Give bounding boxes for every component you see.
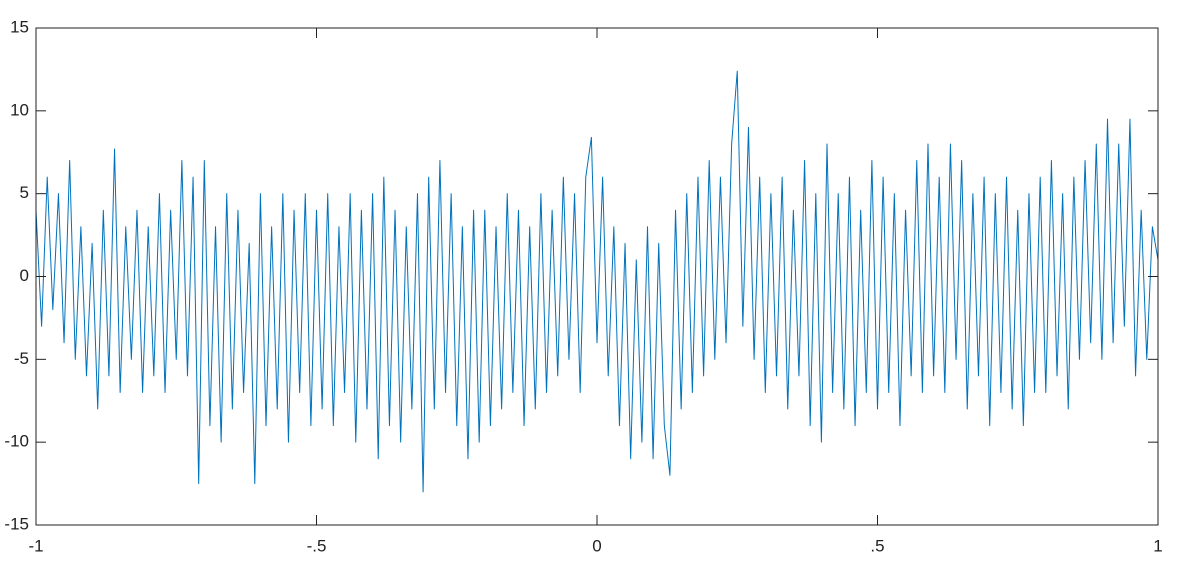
y-tick-label: 5 <box>20 183 29 202</box>
x-tick-label: .5 <box>870 536 884 555</box>
y-tick-label: -5 <box>14 349 29 368</box>
data-line <box>35 70 1159 493</box>
y-tick-label: -10 <box>4 432 29 451</box>
y-tick-label: 10 <box>10 100 29 119</box>
y-tick-label: 0 <box>20 266 29 285</box>
y-tick-label: -15 <box>4 514 29 533</box>
x-tick-label: -.5 <box>307 536 327 555</box>
x-tick-label: -1 <box>28 536 43 555</box>
plot-area <box>36 28 1158 525</box>
x-tick-label: 0 <box>592 536 601 555</box>
y-tick-label: 15 <box>10 17 29 36</box>
x-tick-label: 1 <box>1153 536 1162 555</box>
